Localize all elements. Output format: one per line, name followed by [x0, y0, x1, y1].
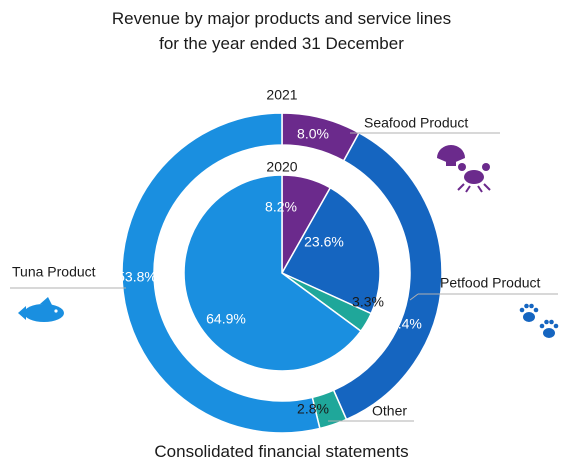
- chart-labels: 53.8% 8.0% 35.4% 2.8% 64.9% 8.2% 23.6% 3.3% 2021…: [10, 87, 558, 422]
- inner-slice-tuna: [183, 174, 362, 372]
- category-label-other: Other: [372, 403, 407, 419]
- inner-ring-year-label: 2020: [266, 159, 297, 175]
- leader-line-petfood-tick: [409, 293, 419, 301]
- inner-pie-2020: [183, 174, 381, 372]
- chart-icons: [18, 145, 559, 338]
- chart-title-line-2: for the year ended 31 December: [159, 34, 404, 53]
- outer-slice-tuna: [121, 112, 321, 434]
- outer-value-label-other: 2.8%: [297, 401, 329, 417]
- chart-footer-note: Consolidated financial statements: [154, 442, 409, 461]
- category-label-tuna: Tuna Product: [12, 264, 96, 280]
- inner-value-label-tuna: 64.9%: [206, 311, 246, 327]
- inner-value-label-seafood: 8.2%: [265, 199, 297, 215]
- inner-slice-petfood: [280, 186, 381, 315]
- outer-ring-year-label: 2021: [266, 87, 297, 103]
- inner-value-label-petfood: 23.6%: [304, 234, 344, 250]
- paw-prints-icon: [519, 303, 559, 338]
- category-label-petfood: Petfood Product: [440, 275, 541, 291]
- inner-value-label-other: 3.3%: [352, 294, 384, 310]
- outer-value-label-tuna: 53.8%: [117, 269, 157, 285]
- outer-value-label-petfood: 35.4%: [382, 316, 422, 332]
- shell-crab-icon: [437, 145, 491, 193]
- outer-ring-2021: [121, 112, 443, 434]
- chart-title-line-1: Revenue by major products and service li…: [111, 9, 452, 28]
- category-label-seafood: Seafood Product: [364, 115, 468, 131]
- fish-icon: [18, 297, 64, 322]
- outer-value-label-seafood: 8.0%: [297, 126, 329, 142]
